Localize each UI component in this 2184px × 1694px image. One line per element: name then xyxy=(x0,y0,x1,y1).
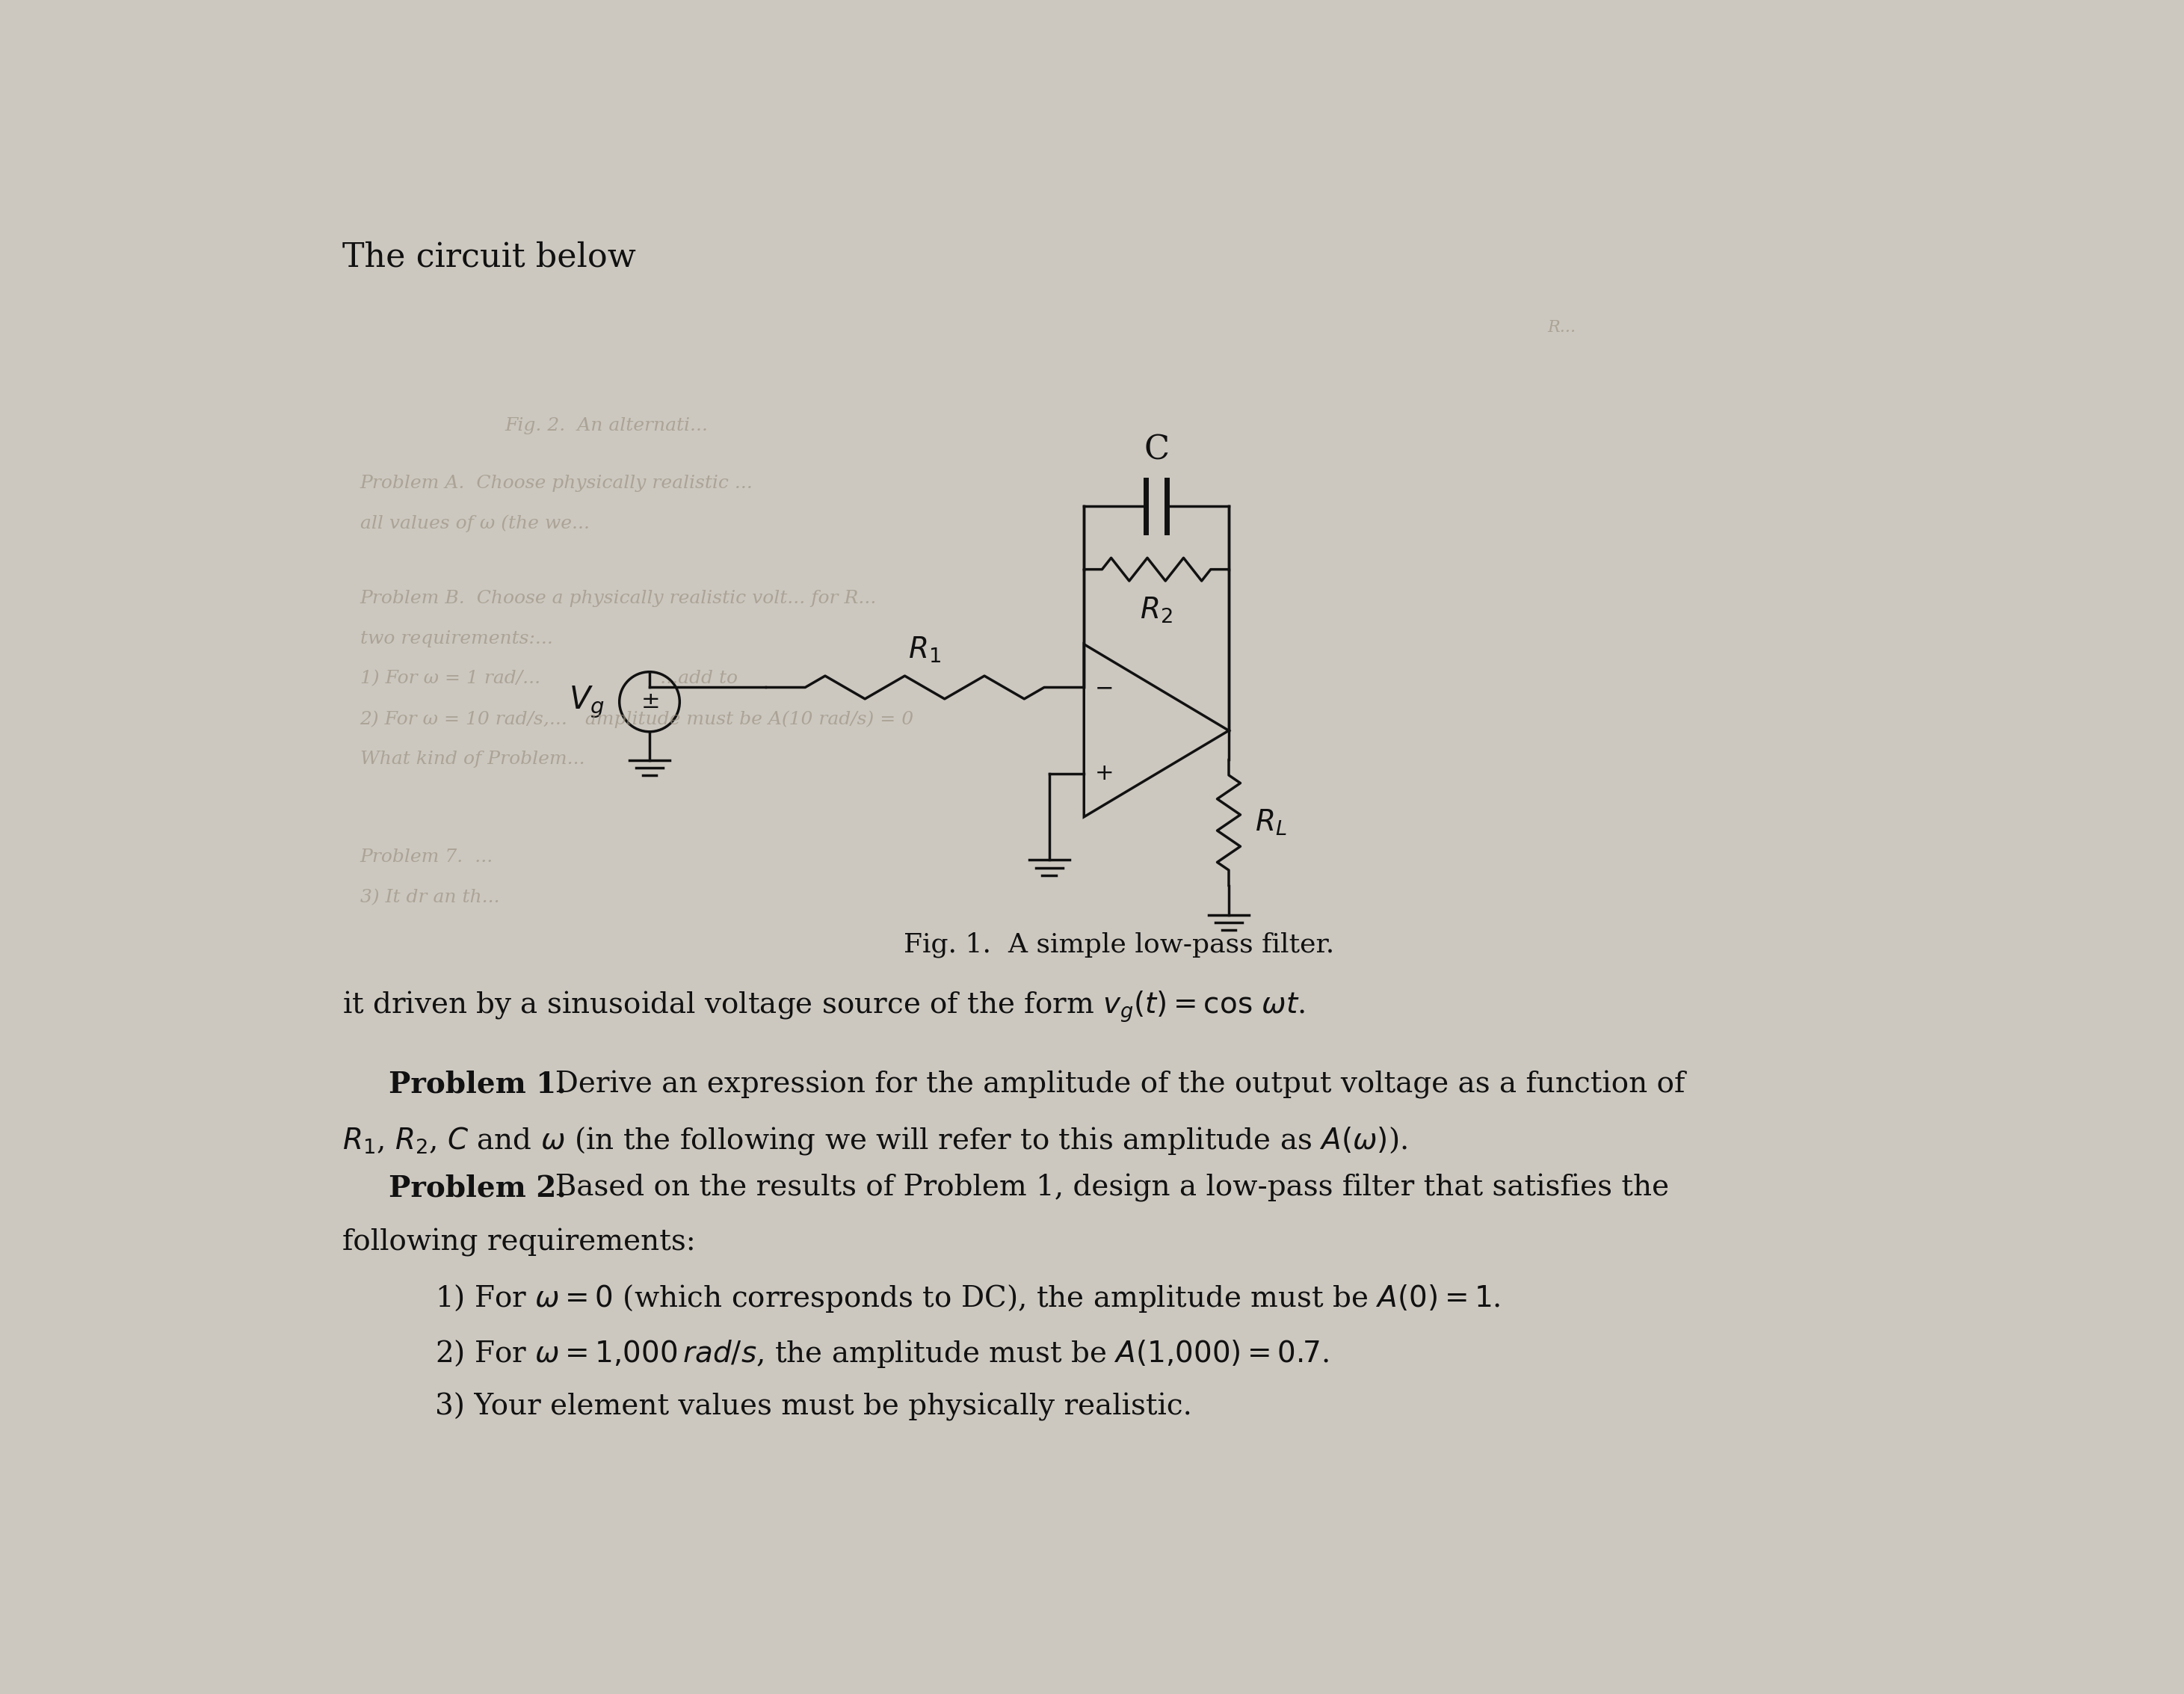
Text: $R_2$: $R_2$ xyxy=(1140,595,1173,625)
Text: Problem 2.: Problem 2. xyxy=(389,1174,566,1203)
Text: following requirements:: following requirements: xyxy=(343,1228,697,1257)
Text: Derive an expression for the amplitude of the output voltage as a function of: Derive an expression for the amplitude o… xyxy=(537,1071,1684,1099)
Text: $R_1$, $R_2$, $C$ and $\omega$ (in the following we will refer to this amplitude: $R_1$, $R_2$, $C$ and $\omega$ (in the f… xyxy=(343,1125,1406,1157)
Text: C: C xyxy=(1144,434,1168,466)
Text: it driven by a sinusoidal voltage source of the form $v_g(t) = \cos\,\omega t$.: it driven by a sinusoidal voltage source… xyxy=(343,989,1306,1025)
Text: 2) For $\omega = 1{,}000\,rad/s$, the amplitude must be $A(1{,}000) = 0.7$.: 2) For $\omega = 1{,}000\,rad/s$, the am… xyxy=(435,1338,1330,1369)
Text: $\pm$: $\pm$ xyxy=(640,691,660,713)
Text: $V_g$: $V_g$ xyxy=(570,684,605,720)
Text: Problem B.  Choose a physically realistic volt... for R...: Problem B. Choose a physically realistic… xyxy=(360,590,876,606)
Text: What kind of Problem...: What kind of Problem... xyxy=(360,750,585,767)
Text: 3) Your element values must be physically realistic.: 3) Your element values must be physicall… xyxy=(435,1392,1192,1421)
Text: 3) It dr an th...: 3) It dr an th... xyxy=(360,889,500,906)
Text: all values of ω (the we...: all values of ω (the we... xyxy=(360,515,590,532)
Text: two requirements:...: two requirements:... xyxy=(360,630,553,647)
Text: 1) For ω = 1 rad/...                    ...add to: 1) For ω = 1 rad/... ...add to xyxy=(360,671,738,688)
Text: Problem 7.  ...: Problem 7. ... xyxy=(360,849,494,866)
Text: Problem 1.: Problem 1. xyxy=(389,1071,566,1099)
Text: 2) For ω = 10 rad/s,...   amplitude must be A(10 rad/s) = 0: 2) For ω = 10 rad/s,... amplitude must b… xyxy=(360,710,913,728)
Text: The circuit below: The circuit below xyxy=(343,241,636,273)
Text: Fig. 2.  An alternati...: Fig. 2. An alternati... xyxy=(505,417,708,434)
Text: $R_L$: $R_L$ xyxy=(1256,808,1286,837)
Text: $+$: $+$ xyxy=(1094,762,1112,784)
Text: 1) For $\omega = 0$ (which corresponds to DC), the amplitude must be $A(0) = 1$.: 1) For $\omega = 0$ (which corresponds t… xyxy=(435,1282,1500,1315)
Text: R...: R... xyxy=(1548,320,1577,335)
Text: $R_1$: $R_1$ xyxy=(909,635,941,664)
Text: Fig. 1.  A simple low-pass filter.: Fig. 1. A simple low-pass filter. xyxy=(904,932,1334,957)
Text: Based on the results of Problem 1, design a low-pass filter that satisfies the: Based on the results of Problem 1, desig… xyxy=(537,1174,1669,1203)
Text: $-$: $-$ xyxy=(1094,676,1112,698)
Text: Problem A.  Choose physically realistic ...: Problem A. Choose physically realistic .… xyxy=(360,474,753,491)
